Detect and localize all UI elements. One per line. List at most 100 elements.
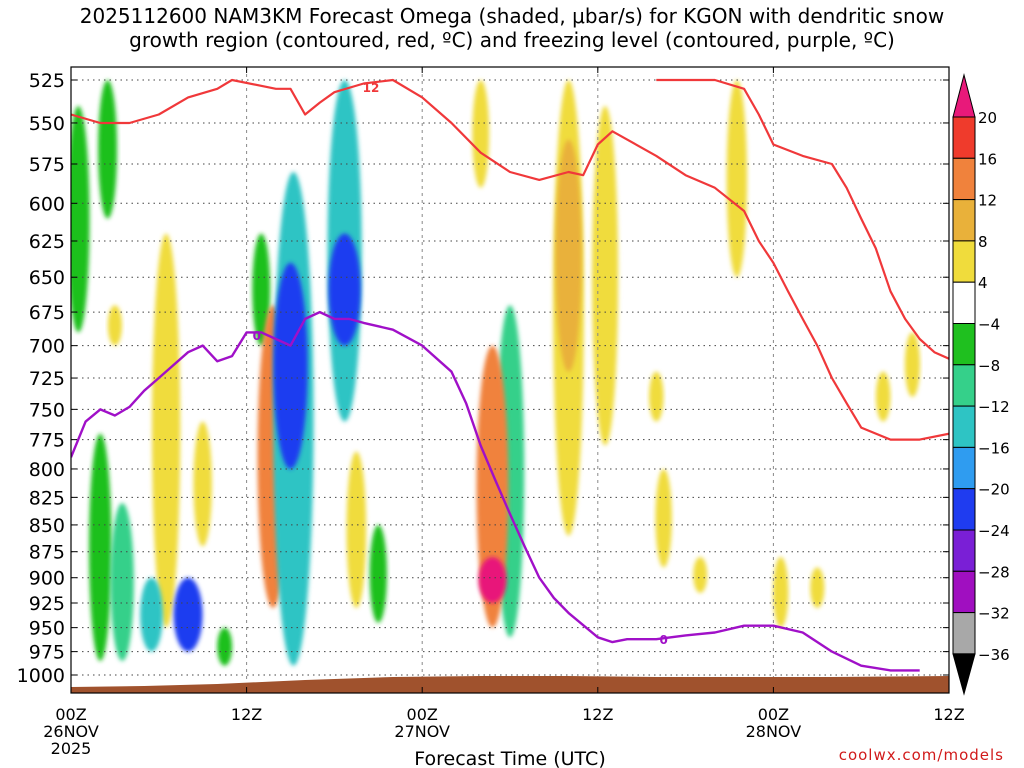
omega-cell xyxy=(693,556,708,593)
freezing-level-contour xyxy=(71,310,920,672)
y-tick-label: 675 xyxy=(29,302,65,324)
omega-cell xyxy=(726,80,748,278)
dgz-contour-lower xyxy=(656,78,949,360)
y-tick-label: 1000 xyxy=(17,665,65,687)
colorbar-label: −36 xyxy=(978,646,1010,664)
chart-title-line-1: 2025112600 NAM3KM Forecast Omega (shaded… xyxy=(79,4,945,28)
x-tick-label: 00Z xyxy=(55,705,86,724)
colorbar-label: −20 xyxy=(978,481,1010,499)
terrain-ground xyxy=(71,676,949,693)
colorbar-label: 20 xyxy=(978,109,997,127)
colorbar-swatch xyxy=(952,529,976,572)
x-tick-date: 27NOV xyxy=(394,722,450,741)
y-tick-label: 900 xyxy=(29,568,65,590)
omega-cell xyxy=(592,106,619,446)
omega-cell xyxy=(875,371,891,422)
omega-cell xyxy=(649,371,664,422)
colorbar-swatch xyxy=(952,612,976,655)
omega-cell xyxy=(98,80,118,219)
colorbar-swatch xyxy=(952,405,976,448)
dgz-contour-upper xyxy=(71,78,949,441)
y-tick-label: 925 xyxy=(29,593,65,615)
colorbar-label: 8 xyxy=(978,233,988,251)
omega-cell xyxy=(369,524,387,623)
colorbar-swatch xyxy=(952,157,976,201)
colorbar-label: −8 xyxy=(978,357,1000,375)
colorbar-label: −28 xyxy=(978,563,1010,581)
y-tick-label: 775 xyxy=(29,430,65,452)
omega-cell xyxy=(173,577,203,652)
omega-cell xyxy=(328,233,361,346)
omega-cell xyxy=(476,345,509,628)
colorbar-swatch xyxy=(952,446,976,490)
colorbar-label: −16 xyxy=(978,439,1010,457)
omega-cell xyxy=(773,556,789,628)
colorbar-swatch xyxy=(952,570,976,614)
omega-cell xyxy=(140,577,163,652)
colorbar: 20 16 12 8 4 −4 −8 −12 −16 −20 −24 −28 −32 −36 xyxy=(952,73,1010,696)
omega-cell xyxy=(252,233,271,346)
x-tick-label: 12Z xyxy=(231,705,262,724)
y-tick-label: 550 xyxy=(29,113,65,135)
colorbar-swatch xyxy=(952,364,976,407)
contour-lines: 12 0 0 xyxy=(71,78,949,672)
x-tick-label: 12Z xyxy=(933,705,964,724)
plot-frame xyxy=(70,66,950,694)
colorbar-swatch xyxy=(952,281,976,325)
omega-cell xyxy=(193,421,212,547)
x-tick-label: 00Z xyxy=(407,705,438,724)
colorbar-swatch xyxy=(952,199,976,242)
colorbar-label: 4 xyxy=(978,274,988,292)
colorbar-label: −24 xyxy=(978,522,1010,540)
colorbar-swatch xyxy=(952,488,976,531)
x-tick-year: 2025 xyxy=(51,739,92,758)
y-tick-label: 575 xyxy=(29,154,65,176)
colorbar-label: −4 xyxy=(978,316,1000,334)
y-tick-label: 525 xyxy=(29,70,65,92)
y-tick-label: 750 xyxy=(29,399,65,421)
omega-cell xyxy=(107,305,122,346)
colorbar-label: −32 xyxy=(978,605,1010,623)
colorbar-swatch xyxy=(952,323,976,366)
colorbar-arrow-top xyxy=(952,73,976,118)
chart-title-line-2: growth region (contoured, red, ºC) and f… xyxy=(129,28,895,52)
y-tick-label: 725 xyxy=(29,368,65,390)
omega-cell xyxy=(655,468,672,568)
y-tick-label: 950 xyxy=(29,618,65,640)
colorbar-swatch xyxy=(952,116,976,159)
y-tick-label: 625 xyxy=(29,231,65,253)
x-tick-date: 26NOV xyxy=(43,722,99,741)
omega-cell xyxy=(89,433,112,662)
grid-lines xyxy=(71,67,949,693)
omega-cell xyxy=(478,556,507,604)
dgz-contour-label: 12 xyxy=(363,81,380,95)
x-tick-date: 28NOV xyxy=(746,722,802,741)
y-tick-label: 800 xyxy=(29,459,65,481)
omega-cell xyxy=(110,502,134,662)
colorbar-label: 12 xyxy=(978,192,997,210)
y-tick-label: 600 xyxy=(29,193,65,215)
freezing-level-label: 0 xyxy=(659,633,667,647)
x-tick-label: 00Z xyxy=(758,705,789,724)
site-credit: coolwx.com/models xyxy=(838,746,1004,764)
omega-cell xyxy=(151,233,181,628)
omega-cell xyxy=(217,627,233,666)
y-tick-label: 825 xyxy=(29,487,65,509)
y-tick-label: 850 xyxy=(29,515,65,537)
omega-cell xyxy=(71,106,90,333)
colorbar-swatch xyxy=(952,240,976,283)
omega-cell xyxy=(273,262,308,469)
y-tick-label: 975 xyxy=(29,642,65,664)
x-axis-label: Forecast Time (UTC) xyxy=(414,748,605,768)
colorbar-label: −12 xyxy=(978,398,1010,416)
y-tick-label: 650 xyxy=(29,267,65,289)
chart-title: 2025112600 NAM3KM Forecast Omega (shaded… xyxy=(0,4,1024,52)
x-tick-label: 12Z xyxy=(582,705,613,724)
omega-cell xyxy=(472,80,490,188)
omega-cell xyxy=(904,332,920,397)
freezing-level-label: 0 xyxy=(253,329,261,343)
y-axis: 525 550 575 600 625 650 675 700 725 750 775 800 825 8… xyxy=(17,70,949,687)
y-tick-label: 700 xyxy=(29,336,65,358)
